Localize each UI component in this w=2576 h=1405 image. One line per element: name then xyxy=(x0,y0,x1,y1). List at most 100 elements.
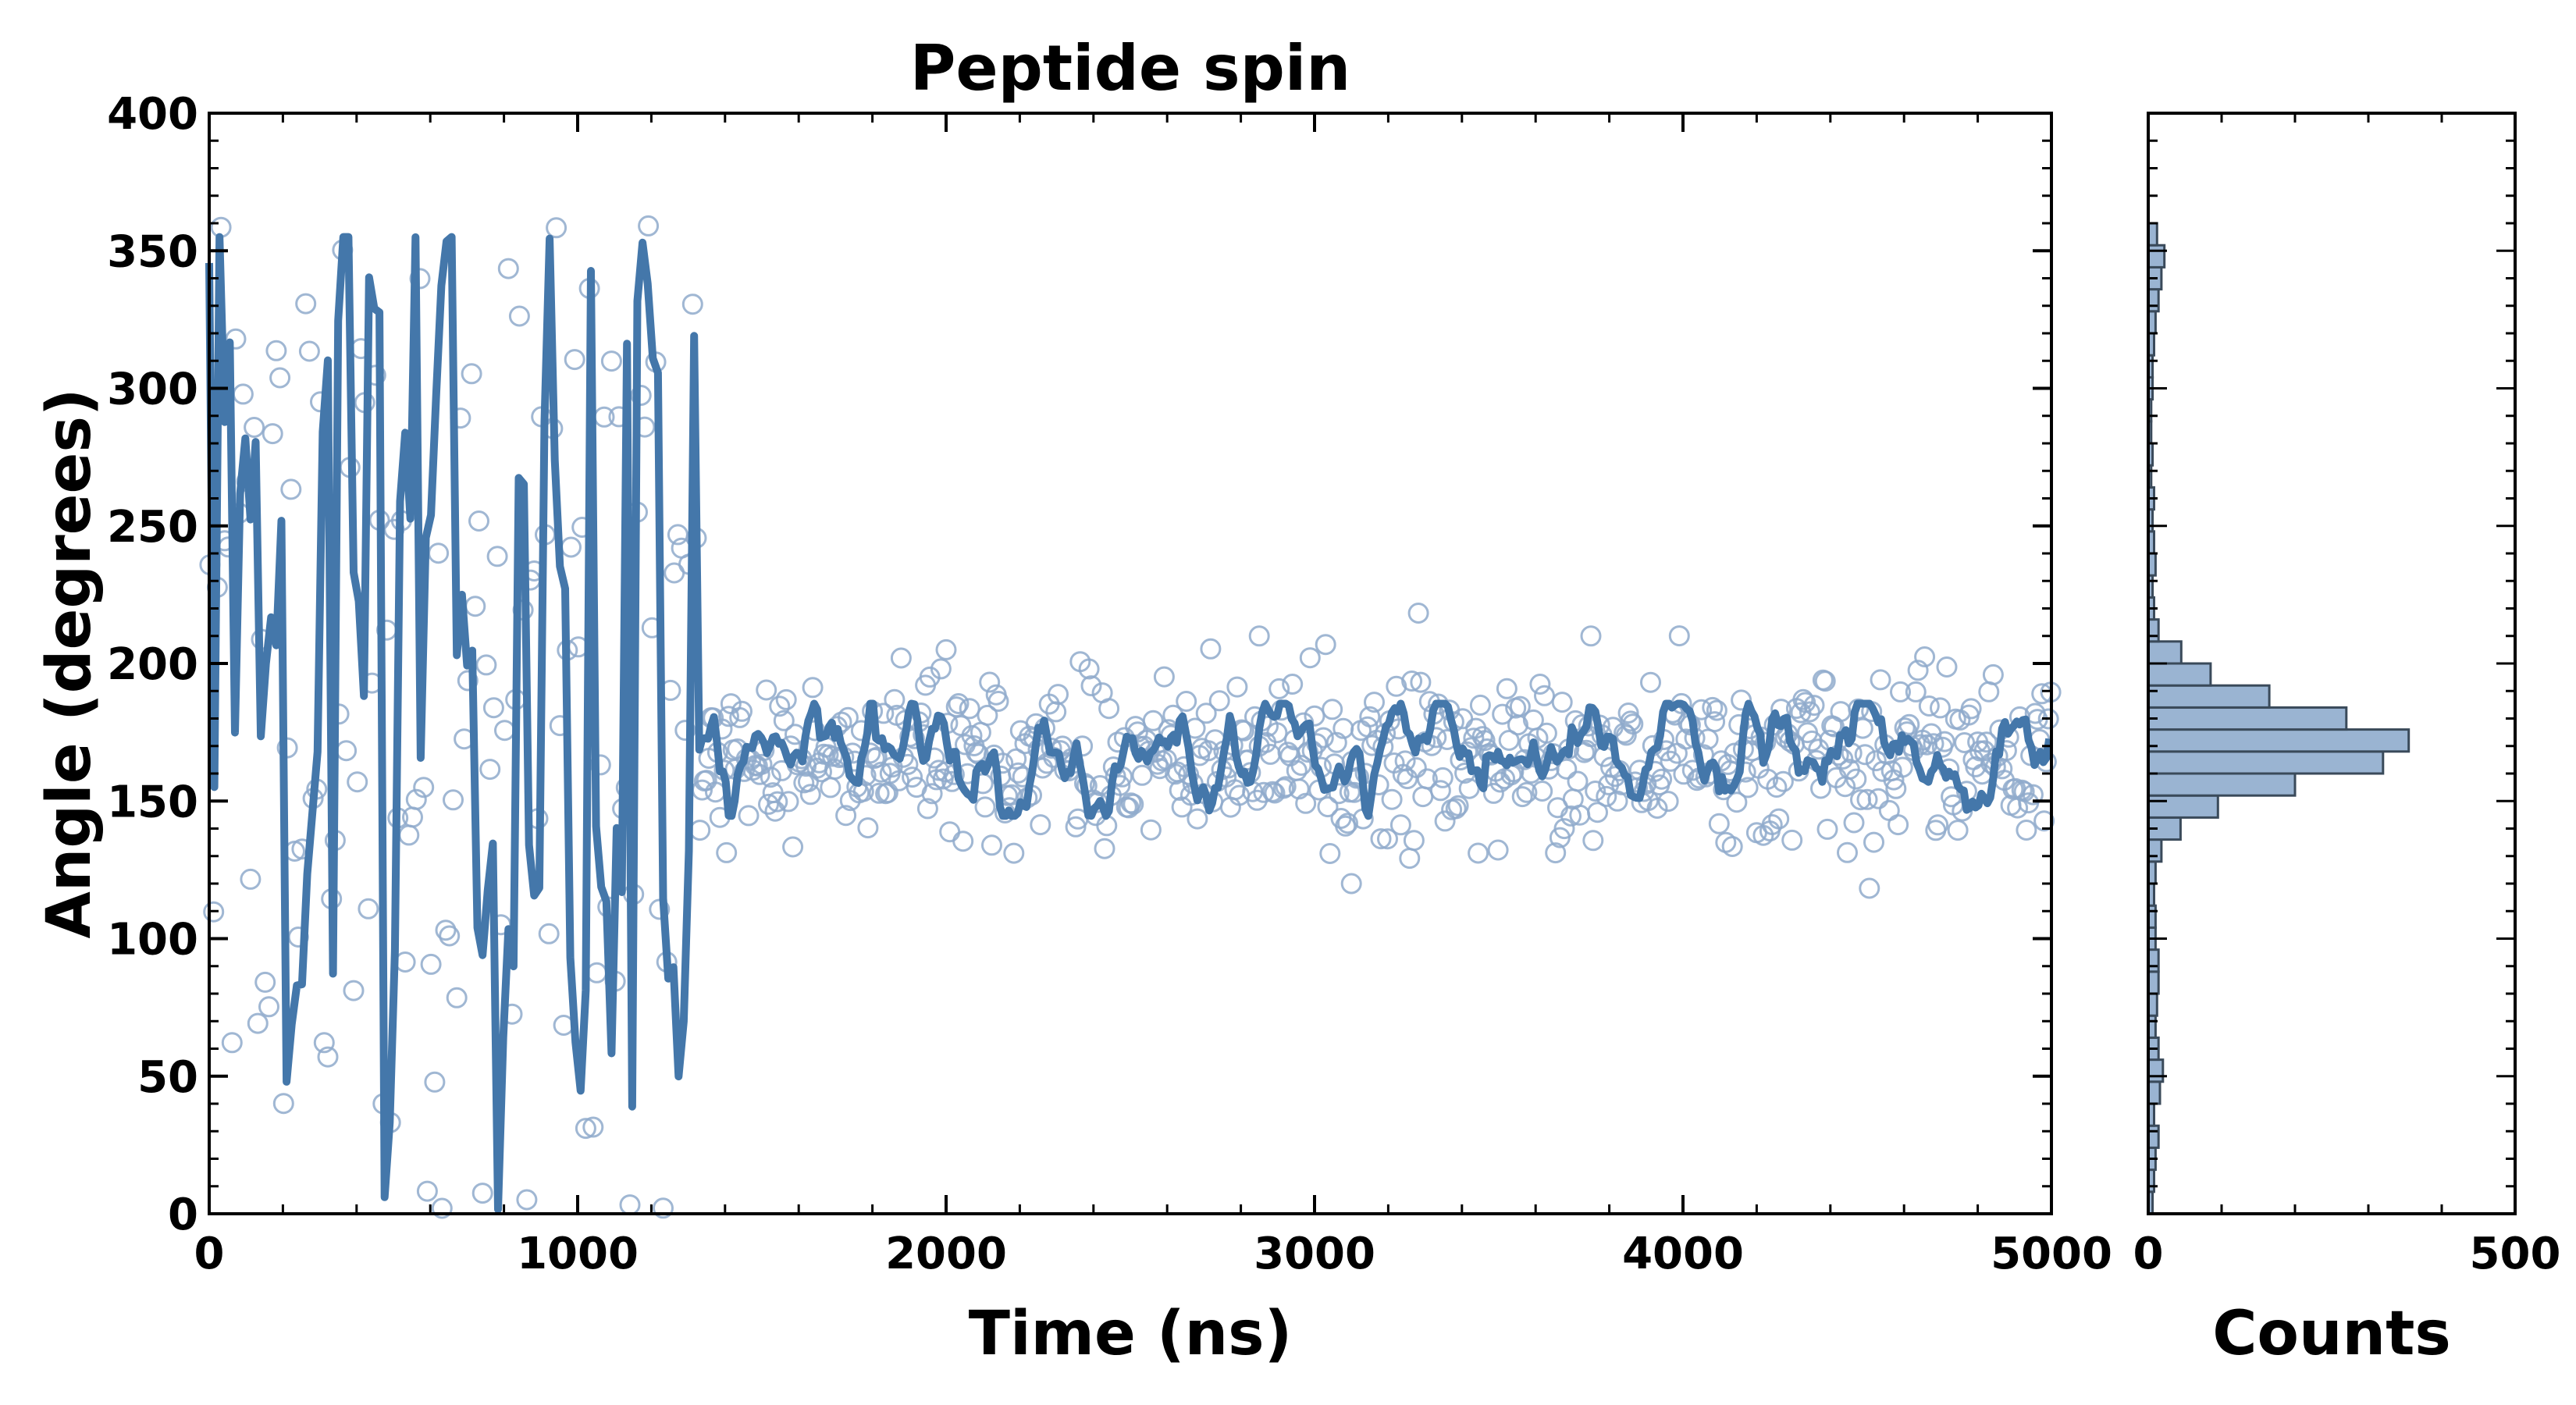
scatter-point xyxy=(760,767,781,788)
scatter-point xyxy=(1268,678,1290,699)
scatter-point xyxy=(1845,768,1867,790)
scatter-point xyxy=(731,700,753,722)
scatter-point xyxy=(343,980,365,1001)
scatter-point xyxy=(1585,781,1606,802)
scatter-point xyxy=(1315,634,1336,656)
histogram-bar xyxy=(2147,662,2212,687)
scatter-point xyxy=(1131,764,1153,786)
scatter-point xyxy=(1854,744,1876,766)
scatter-point xyxy=(265,340,287,361)
histogram-bar xyxy=(2147,640,2183,665)
time-series-panel: 0 1000 2000 3000 4000 5000 0 50 100 150 200 250 300 3… xyxy=(34,32,2112,1369)
scatter-point xyxy=(1567,770,1589,792)
histogram-axis-ticks: 0 500 xyxy=(2133,112,2560,1279)
scatter-point xyxy=(1837,841,1858,863)
scatter-point xyxy=(857,817,879,839)
scatter-point xyxy=(1622,713,1644,735)
scatter-point xyxy=(1726,791,1748,813)
scatter-point xyxy=(835,805,857,827)
scatter-point xyxy=(269,367,291,389)
scatter-point xyxy=(1927,814,1949,836)
scatter-point xyxy=(1509,695,1531,717)
scatter-point xyxy=(439,925,461,947)
scatter-point xyxy=(1226,676,1248,698)
scatter-point xyxy=(1941,786,1962,808)
scatter-point xyxy=(1651,768,1673,790)
scatter-point xyxy=(674,720,696,742)
scatter-point xyxy=(1532,781,1553,802)
scatter-point xyxy=(1960,698,1982,720)
scatter-point xyxy=(471,1183,493,1204)
scatter-point xyxy=(244,417,265,438)
scatter-point xyxy=(468,510,489,532)
scatter-point xyxy=(716,841,738,863)
y-tick-label: 0 xyxy=(168,1190,198,1240)
scatter-point xyxy=(1890,681,1911,702)
scatter-point xyxy=(718,706,739,727)
scatter-point xyxy=(1248,625,1270,647)
scatter-point xyxy=(457,670,479,692)
scatter-point xyxy=(1668,625,1690,647)
scatter-point xyxy=(921,783,943,805)
scatter-point xyxy=(1197,740,1219,762)
scatter-point xyxy=(1299,647,1321,669)
histogram-bar xyxy=(2147,772,2297,797)
scatter-point xyxy=(1272,777,1294,799)
histogram-bar xyxy=(2147,706,2348,731)
scatter-point xyxy=(1606,790,1628,812)
scatter-point xyxy=(866,746,888,768)
scatter-point xyxy=(1772,770,1794,792)
scatter-point xyxy=(486,546,508,567)
y-tick-label: 250 xyxy=(107,502,198,553)
scatter-point xyxy=(538,923,560,944)
scatter-point xyxy=(1445,798,1467,820)
x-tick-label: 2000 xyxy=(885,1229,1007,1279)
scatter-point xyxy=(681,293,703,315)
scatter-point xyxy=(1359,706,1381,727)
scatter-point xyxy=(413,777,435,799)
scatter-point xyxy=(1410,671,1432,693)
scatter-point xyxy=(1295,792,1317,814)
scatter-point xyxy=(1587,802,1608,823)
scatter-point xyxy=(564,349,585,371)
histogram-x-axis-title: Counts xyxy=(2212,1299,2451,1369)
scatter-point xyxy=(1277,742,1299,763)
scatter-point xyxy=(1768,808,1790,830)
scatter-point xyxy=(2013,781,2035,802)
scatter-point xyxy=(1200,638,1222,660)
scatter-point xyxy=(1432,767,1453,788)
scatter-point xyxy=(424,1071,446,1093)
scatter-point xyxy=(952,831,974,852)
scatter-point xyxy=(1041,738,1062,759)
scatter-point xyxy=(1529,674,1551,695)
scatter-point xyxy=(769,695,791,717)
scatter-point xyxy=(2022,784,2044,806)
scatter-point xyxy=(1142,710,1164,731)
scatter-point xyxy=(1325,731,1347,753)
scatter-point xyxy=(1930,697,1951,719)
scatter-point xyxy=(295,293,317,315)
running-average-path xyxy=(205,233,2054,1214)
scatter-point xyxy=(358,898,379,919)
scatter-point xyxy=(1706,699,1727,721)
scatter-point xyxy=(1340,873,1362,895)
scatter-point xyxy=(1319,843,1341,864)
scatter-point xyxy=(1381,788,1403,810)
scatter-point xyxy=(317,1046,339,1068)
scatter-point xyxy=(475,654,497,676)
scatter-point xyxy=(1078,658,1100,680)
y-tick-label: 350 xyxy=(107,226,198,277)
scatter-point xyxy=(221,1032,243,1054)
histogram-bar xyxy=(2147,1080,2161,1105)
scatter-point xyxy=(1489,771,1511,793)
histogram-bar xyxy=(2147,244,2166,269)
x-tick-label: 5000 xyxy=(1991,1229,2112,1279)
scatter-point xyxy=(1535,722,1557,744)
scatter-point xyxy=(409,268,431,290)
scatter-point xyxy=(347,771,368,793)
scatter-point xyxy=(870,761,892,783)
scatter-point xyxy=(948,693,970,714)
scatter-point xyxy=(1843,812,1865,834)
scatter-point xyxy=(1863,831,1884,853)
